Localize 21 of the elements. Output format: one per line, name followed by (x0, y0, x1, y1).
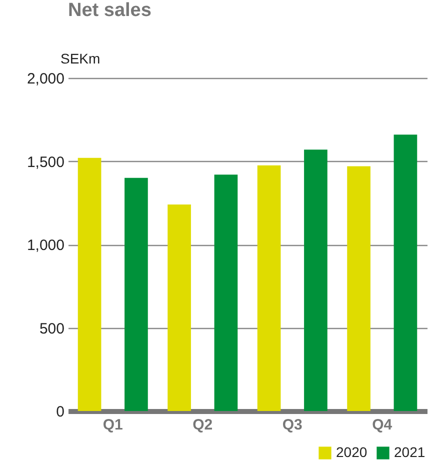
y-tick-label: 2,000 (26, 70, 64, 88)
legend-label: 2020 (336, 444, 368, 460)
bar (304, 150, 328, 411)
x-tick-label: Q1 (102, 416, 123, 434)
bar (394, 134, 418, 411)
x-tick-label: Q3 (282, 416, 302, 434)
y-tick-label: 500 (39, 320, 64, 338)
legend-label: 2021 (394, 444, 426, 460)
x-tick-label: Q4 (372, 416, 393, 434)
bar (168, 204, 191, 411)
y-tick-label: 1,500 (26, 154, 64, 171)
y-tick-label: 0 (56, 404, 64, 420)
bar (214, 174, 238, 411)
y-axis-title: SEKm (60, 50, 100, 66)
bar (347, 166, 370, 411)
bar (124, 178, 148, 411)
y-tick-label: 1,000 (26, 237, 64, 254)
bar (78, 158, 102, 411)
bar (257, 165, 281, 411)
x-tick-label: Q2 (192, 416, 213, 434)
chart-title: Net sales (68, 0, 152, 21)
